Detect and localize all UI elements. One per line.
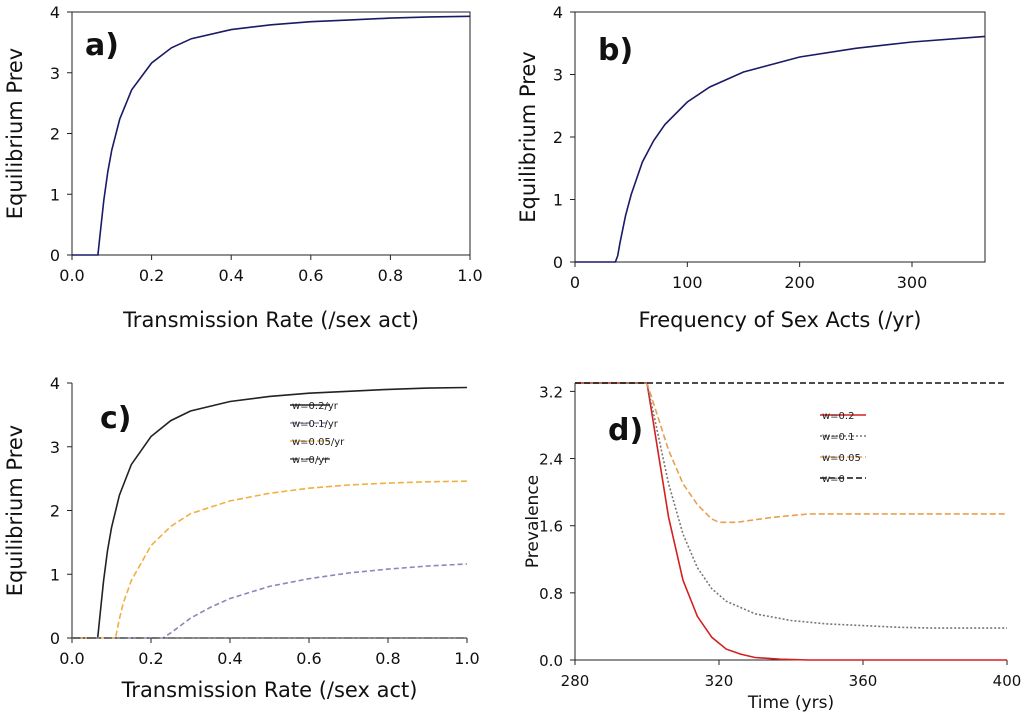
legend-label: w=0.2/yr <box>292 401 339 412</box>
x-tick-label: 1.0 <box>457 266 482 285</box>
x-tick-label: 1.0 <box>454 649 479 668</box>
y-tick-label: 3 <box>50 64 60 83</box>
series-line-equilibrium <box>72 15 471 256</box>
x-tick-label: 0.8 <box>378 266 403 285</box>
y-tick-label: 2.4 <box>539 451 563 469</box>
x-axis-label: Frequency of Sex Acts (/yr) <box>639 308 922 332</box>
y-tick-label: 3 <box>553 66 563 85</box>
plot-frame <box>71 11 471 256</box>
legend-label: w=0.05/yr <box>292 437 345 448</box>
chart-panel-c: 0.0 0.2 0.4 0.6 0.8 1.0 0 1 2 3 4 Transmission Rate… <box>3 374 480 702</box>
panel-label: c) <box>100 401 132 436</box>
y-tick-label: 1 <box>50 565 60 584</box>
x-tick-label: 300 <box>897 273 928 292</box>
chart-panel-d: 280 320 360 400 0.0 0.8 1.6 2.4 3.2 Time (yrs) Pre… <box>523 382 1022 713</box>
y-tick-label: 0.0 <box>539 652 563 670</box>
y-tick-label: 4 <box>50 3 60 22</box>
x-tick-label: 0.0 <box>59 266 84 285</box>
x-tick-label: 0.2 <box>139 266 164 285</box>
y-tick-label: 0 <box>50 629 60 648</box>
x-tick-label: 0 <box>570 273 580 292</box>
x-axis-label: Transmission Rate (/sex act) <box>122 308 419 332</box>
x-tick-label: 0.6 <box>296 649 321 668</box>
y-axis-label: Equilibrium Prev <box>3 48 27 219</box>
series-line-w-0.05 <box>575 382 1007 524</box>
y-axis-label: Equilibrium Prev <box>516 51 540 222</box>
legend-label: w=0.2 <box>822 411 854 422</box>
y-tick-label: 0.8 <box>539 585 563 603</box>
legend-label: w=0 <box>822 474 845 485</box>
x-tick-label: 0.8 <box>375 649 400 668</box>
x-tick-label: 100 <box>672 273 703 292</box>
legend: w=0.2 w=0.1 w=0.05 w=0 <box>820 411 866 485</box>
x-tick-label: 320 <box>705 672 734 690</box>
legend-label: w=0/yr <box>292 455 329 466</box>
x-tick-label: 200 <box>784 273 815 292</box>
legend-label: w=0.1/yr <box>292 419 339 430</box>
y-tick-label: 3 <box>50 438 60 457</box>
series-line-w-0.1-yr <box>72 563 468 639</box>
series-line-w-0.2-yr <box>72 386 468 639</box>
legend: w=0.2/yr w=0.1/yr w=0.05/yr w=0/yr <box>290 401 345 466</box>
y-tick-label: 1 <box>50 185 60 204</box>
x-tick-label: 0.2 <box>138 649 163 668</box>
x-axis-label: Time (yrs) <box>747 693 834 713</box>
x-tick-label: 400 <box>993 672 1022 690</box>
legend-label: w=0.1 <box>822 432 854 443</box>
y-tick-label: 2 <box>50 125 60 144</box>
y-tick-label: 4 <box>50 374 60 393</box>
x-tick-label: 0.6 <box>298 266 323 285</box>
y-axis-label: Equilibrium Prev <box>3 425 27 596</box>
y-tick-label: 0 <box>553 253 563 272</box>
y-tick-label: 4 <box>553 3 563 22</box>
y-tick-label: 2 <box>50 502 60 521</box>
panel-label: b) <box>598 33 633 68</box>
x-tick-label: 0.4 <box>217 649 242 668</box>
panel-label: a) <box>85 28 119 63</box>
chart-panel-a: 0.0 0.2 0.4 0.6 0.8 1.0 0 1 2 3 4 Transmission Rate… <box>3 3 483 332</box>
y-tick-label: 2 <box>553 128 563 147</box>
panel-label: d) <box>608 413 643 448</box>
x-tick-label: 0.0 <box>59 649 84 668</box>
series-line-w-0.1 <box>575 382 1007 629</box>
legend-label: w=0.05 <box>822 453 861 464</box>
chart-panel-b: 0 100 200 300 0 1 2 3 4 Frequency of Sex Acts (/y… <box>516 3 986 332</box>
y-axis-label: Prevalence <box>523 475 543 568</box>
x-tick-label: 0.4 <box>218 266 243 285</box>
x-tick-label: 280 <box>561 672 590 690</box>
y-tick-label: 1 <box>553 191 563 210</box>
y-tick-label: 3.2 <box>539 383 563 401</box>
series-line-w-0.2 <box>575 382 1007 661</box>
series-line-equilibrium <box>575 35 986 263</box>
plot-frame <box>574 11 986 263</box>
series-line-w-0.05-yr <box>72 480 468 639</box>
x-tick-label: 360 <box>849 672 878 690</box>
y-tick-label: 0 <box>50 246 60 265</box>
y-tick-label: 1.6 <box>539 518 563 536</box>
x-axis-label: Transmission Rate (/sex act) <box>121 678 418 702</box>
